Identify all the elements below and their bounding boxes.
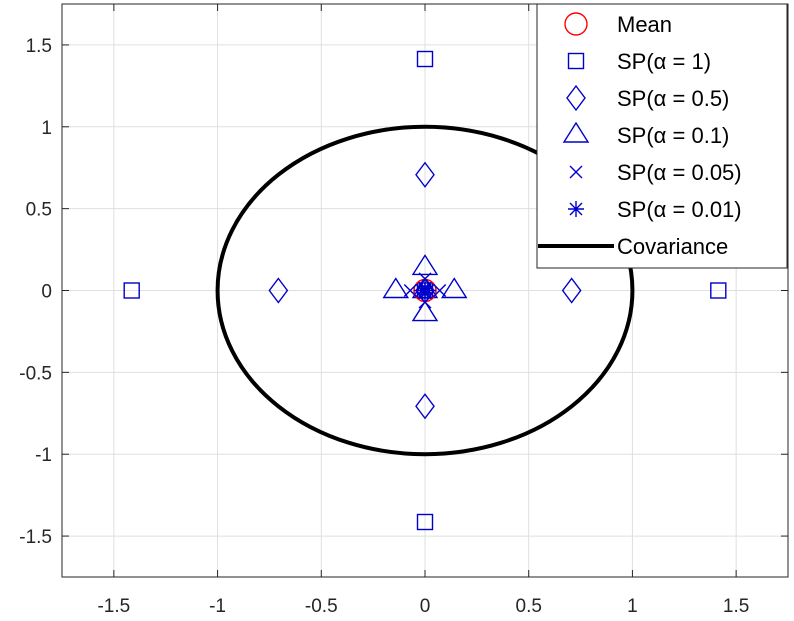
x-point: [403, 284, 417, 297]
legend-diamond-marker: [566, 84, 586, 112]
square-point: [123, 282, 140, 299]
legend-label: SP(α = 0.05): [617, 160, 742, 185]
y-tick-label: 1: [41, 118, 52, 139]
diamond-point: [415, 393, 435, 420]
square-point: [416, 513, 434, 531]
axis-ticks: -1.5 -1 -0.5 0 0.5 1 1.5 -1.5 -1 -0.5 0 0.5 1 1.5: [19, 4, 788, 617]
y-tick-label: 0.5: [26, 200, 52, 221]
triangle-point: [411, 254, 439, 276]
legend-label: SP(α = 0.1): [617, 123, 729, 148]
legend-label: Mean: [617, 12, 672, 37]
y-tick-label: -1.5: [19, 527, 52, 548]
y-tick-label: -0.5: [19, 363, 52, 384]
legend-box: [536, 3, 788, 269]
x-tick-label: 1.5: [723, 596, 749, 617]
legend-circle-marker: [564, 12, 588, 36]
series-asterisk: [414, 280, 436, 301]
diamond-point: [268, 277, 289, 304]
legend-asterisk-marker: [568, 201, 584, 217]
x-point: [418, 272, 432, 286]
square-point: [416, 50, 434, 68]
x-tick-label: 1: [627, 596, 638, 617]
covariance-ellipse: [215, 124, 635, 457]
y-tick-label: -1: [35, 445, 52, 466]
legend-label: Covariance: [617, 234, 728, 259]
square-point: [710, 282, 727, 299]
x-tick-label: -1.5: [97, 596, 130, 617]
x-tick-label: 0.5: [516, 596, 542, 617]
data-points: [123, 50, 727, 531]
asterisk-point: [417, 284, 433, 301]
covariance-series: [215, 124, 635, 457]
legend: Mean SP(α = 1) SP(α = 0.5) SP(α = 0.1) SP(α …: [536, 3, 788, 269]
x-tick-label: 0: [420, 596, 431, 617]
legend-square-marker: [567, 52, 585, 70]
x-tick-label: -0.5: [305, 596, 338, 617]
diamond-point: [561, 277, 582, 304]
legend-label: SP(α = 1): [617, 49, 711, 74]
x-point: [418, 295, 432, 309]
legend-x-marker: [569, 165, 583, 179]
diamond-point: [415, 161, 435, 188]
x-tick-label: -1: [209, 596, 226, 617]
triangle-point: [440, 277, 468, 299]
legend-triangle-marker: [562, 121, 590, 143]
y-tick-label: 1.5: [26, 36, 52, 57]
legend-label: SP(α = 0.01): [617, 197, 742, 222]
x-point: [433, 284, 447, 297]
triangle-point: [382, 277, 410, 299]
y-tick-label: 0: [41, 282, 52, 303]
triangle-point: [411, 300, 439, 322]
legend-label: SP(α = 0.5): [617, 86, 729, 111]
